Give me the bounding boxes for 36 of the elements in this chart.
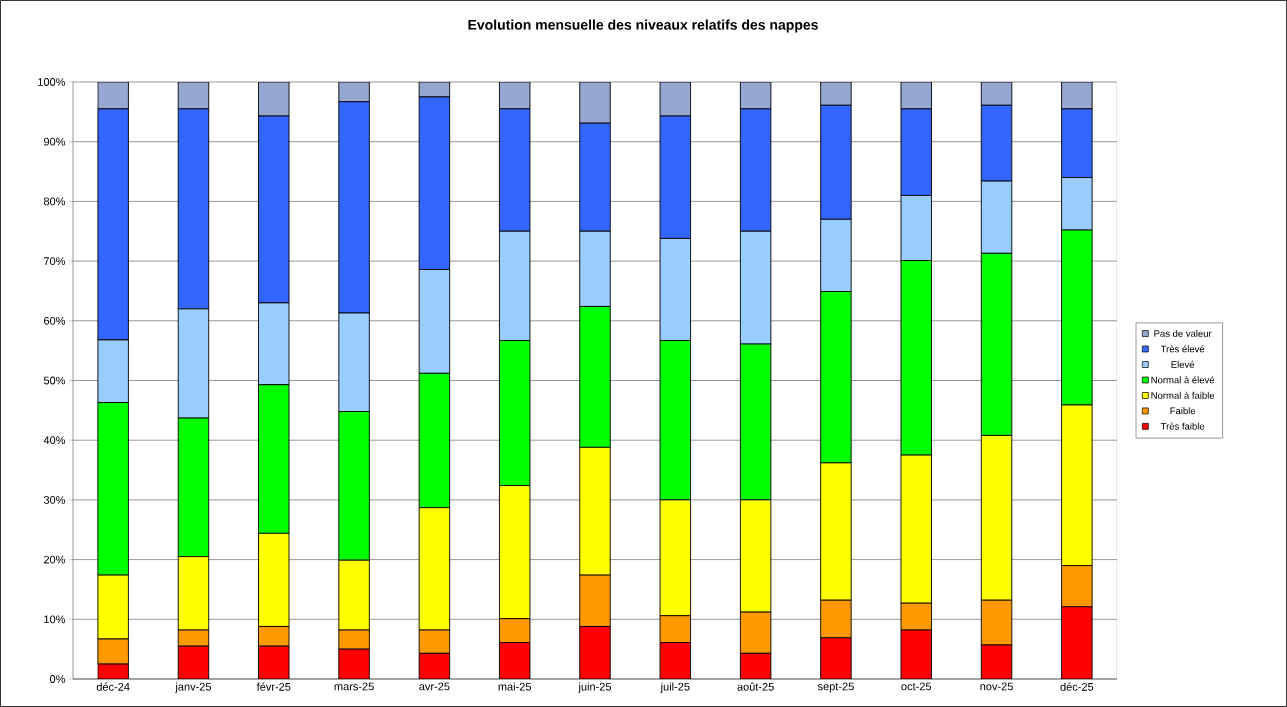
x-tick-label: janv-25 bbox=[175, 682, 212, 693]
chart-title: Evolution mensuelle des niveaux relatifs des nappes bbox=[468, 19, 818, 33]
y-tick-label: 40% bbox=[43, 436, 66, 445]
x-tick-label: oct-25 bbox=[901, 682, 932, 691]
text: Elevé bbox=[1171, 360, 1195, 368]
x-tick-label: août-25 bbox=[737, 682, 774, 691]
x-tick-label: déc-24 bbox=[96, 682, 130, 691]
bar bbox=[980, 81, 1013, 106]
legend-label: Très faible bbox=[1160, 422, 1205, 430]
legend-label: Très élevé bbox=[1160, 345, 1205, 353]
x-tick-label: nov-25 bbox=[980, 682, 1013, 691]
x-tick-label: déc-25 bbox=[1060, 682, 1094, 691]
x-tick-label: juin-25 bbox=[578, 682, 612, 693]
x-tick-label: mars-25 bbox=[334, 682, 374, 691]
legend-label: Normal à faible bbox=[1151, 391, 1215, 399]
y-tick-label: 20% bbox=[44, 555, 66, 564]
y-tick-label: 70% bbox=[44, 257, 66, 265]
legend-label: Faible bbox=[1170, 407, 1196, 415]
y-tick-label: 60% bbox=[44, 316, 66, 325]
bar bbox=[820, 81, 852, 106]
y-tick-label: 90% bbox=[43, 137, 66, 146]
y-tick-label: 80% bbox=[43, 197, 66, 206]
y-tick-label: 10% bbox=[44, 615, 66, 624]
x-tick-label: avr-25 bbox=[419, 682, 450, 691]
bar bbox=[579, 81, 611, 124]
bar bbox=[338, 81, 370, 103]
x-tick-label: juil-25 bbox=[660, 682, 690, 693]
legend-label: Normal à élevé bbox=[1151, 376, 1215, 384]
y-tick-label: 50% bbox=[43, 376, 66, 385]
x-tick-label: mai-25 bbox=[498, 682, 532, 691]
x-tick-label: févr-25 bbox=[256, 682, 291, 691]
legend-label: Pas de valeur bbox=[1154, 329, 1212, 337]
y-tick-label: 0% bbox=[49, 675, 66, 683]
x-tick-label: sept-25 bbox=[817, 682, 854, 693]
y-tick-label: 100% bbox=[38, 78, 66, 86]
y-tick-label: 30% bbox=[43, 496, 66, 504]
